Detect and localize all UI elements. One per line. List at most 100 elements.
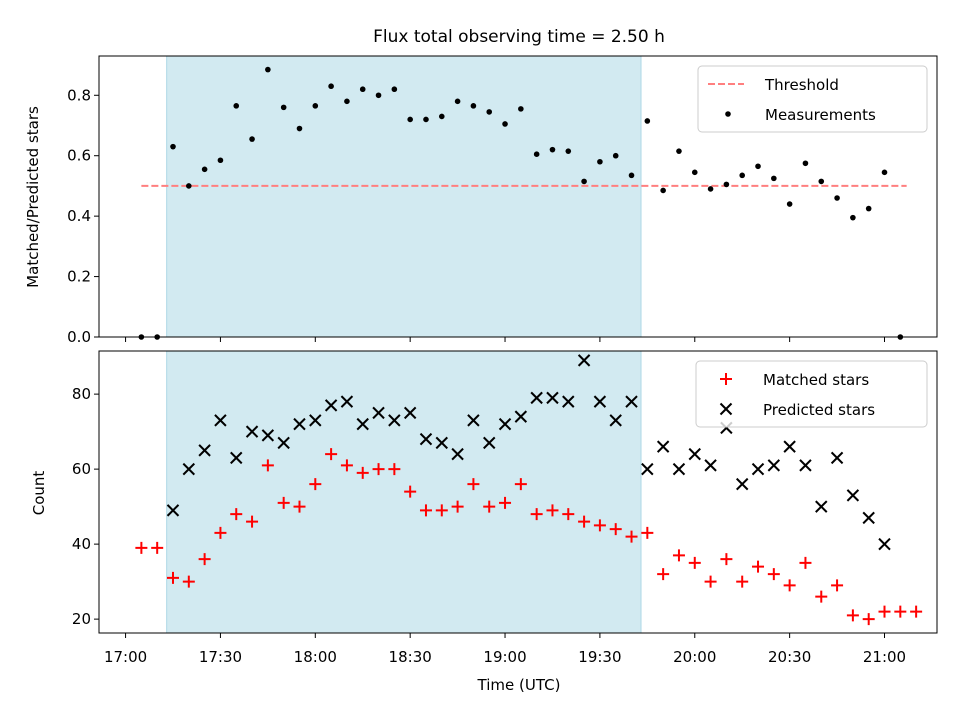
legend-predicted-swatch [719,402,733,416]
measurement-point [359,86,366,93]
predicted-stars-points [166,354,891,551]
x-marker-b [593,395,607,408]
legend-threshold-label: Threshold [764,76,839,94]
count-x-tick-label: 19:00 [483,648,526,666]
measurement-point [407,116,413,123]
matched-star-point [514,478,527,491]
predicted-star-point [767,459,781,472]
matched-star-point [151,541,164,554]
predicted-star-point [830,451,844,465]
count-x-tick-label: 18:30 [389,648,432,666]
measurement-point [786,201,793,207]
x-marker-b [830,451,844,465]
x-marker-b [704,459,717,472]
legend-predicted-marker [719,402,733,416]
x-marker-b [340,395,354,408]
matched-star-point [609,523,622,536]
predicted-star-point [704,459,717,472]
measurement-point [723,181,730,188]
matched-star-point [277,496,290,509]
x-marker-b [498,417,512,431]
predicted-star-point [245,425,259,438]
x-marker-b [862,511,875,525]
matched-star-point [736,575,749,588]
predicted-star-point [356,417,369,431]
measurement-point [802,160,809,167]
matched-star-point [546,504,559,517]
measurement-point [438,113,445,120]
matched-star-point [593,519,606,532]
predicted-star-point [783,440,796,453]
predicted-star-point [230,451,243,465]
predicted-star-point [751,462,765,476]
x-marker-b [483,436,496,450]
x-axis-label: Time (UTC) [477,676,561,694]
matched-star-point [182,575,195,588]
count-x-tick-label: 21:00 [863,648,906,666]
count-y-ticks: 20 40 60 80 [72,385,99,628]
count-legend-box [695,360,928,428]
measurement-point [280,104,287,111]
chart-title: Flux total observing time = 2.50 h [373,27,665,47]
measurement-point [865,205,872,212]
matched-star-point [166,571,179,584]
measurement-point [612,152,619,159]
x-marker-b [878,537,891,551]
x-marker-b [166,504,180,517]
x-marker-b [435,436,448,450]
x-marker-b [182,462,196,476]
ratio-panel-frame [98,55,938,338]
measurement-point [502,121,508,127]
predicted-star-point [562,395,575,408]
matched-star-point [261,459,274,472]
predicted-star-point [846,489,860,502]
predicted-star-point [340,395,354,408]
count-x-tick-label: 20:00 [673,648,716,666]
matched-star-point [704,575,717,588]
predicted-star-point [498,417,512,431]
matched-star-point [214,526,227,539]
count-legend: Matched stars Predicted stars [695,360,928,428]
matched-star-point [657,568,670,581]
measurement-point [691,169,698,176]
predicted-star-point [799,459,812,472]
x-marker-b [403,406,417,420]
predicted-star-point [467,414,480,427]
matched-star-point [783,579,796,592]
ratio-y-tick-label: 0.2 [67,268,91,286]
measurement-point [186,183,192,189]
ratio-legend-box [697,65,928,133]
x-marker-b [751,462,765,476]
ratio-panel: 0.00.20.40.60.8 Matched/Predicted stars … [24,55,938,346]
matched-star-point [435,504,448,517]
x-marker-b [451,447,464,461]
matched-star-point [799,556,812,569]
measurement-point [328,83,334,90]
predicted-star-point [625,395,638,408]
predicted-star-point [815,500,828,513]
predicted-star-point [419,432,433,446]
matched-star-point [862,613,875,626]
ratio-y-tick-label: 0.4 [67,207,91,225]
matched-star-point [641,526,654,539]
x-marker-b [514,410,528,423]
measurement-point [265,66,271,73]
count-x-tick-label: 17:30 [199,648,242,666]
x-marker-b [767,459,781,472]
measurement-point [755,163,761,170]
x-marker-b [230,451,243,465]
matched-star-point [356,466,369,479]
measurement-point [597,158,603,165]
x-marker-b [419,432,433,446]
count-y-tick-label: 40 [72,535,91,553]
ratio-y-tick-label: 0.6 [67,147,91,165]
x-marker-b [372,406,385,420]
count-panel-frame [98,350,938,634]
matched-star-point [135,541,148,554]
measurement-point [818,178,825,185]
predicted-star-point [309,414,322,427]
measurement-point [771,175,777,182]
measurement-point [549,146,556,153]
measurement-point [644,118,651,124]
predicted-star-point [688,447,701,461]
